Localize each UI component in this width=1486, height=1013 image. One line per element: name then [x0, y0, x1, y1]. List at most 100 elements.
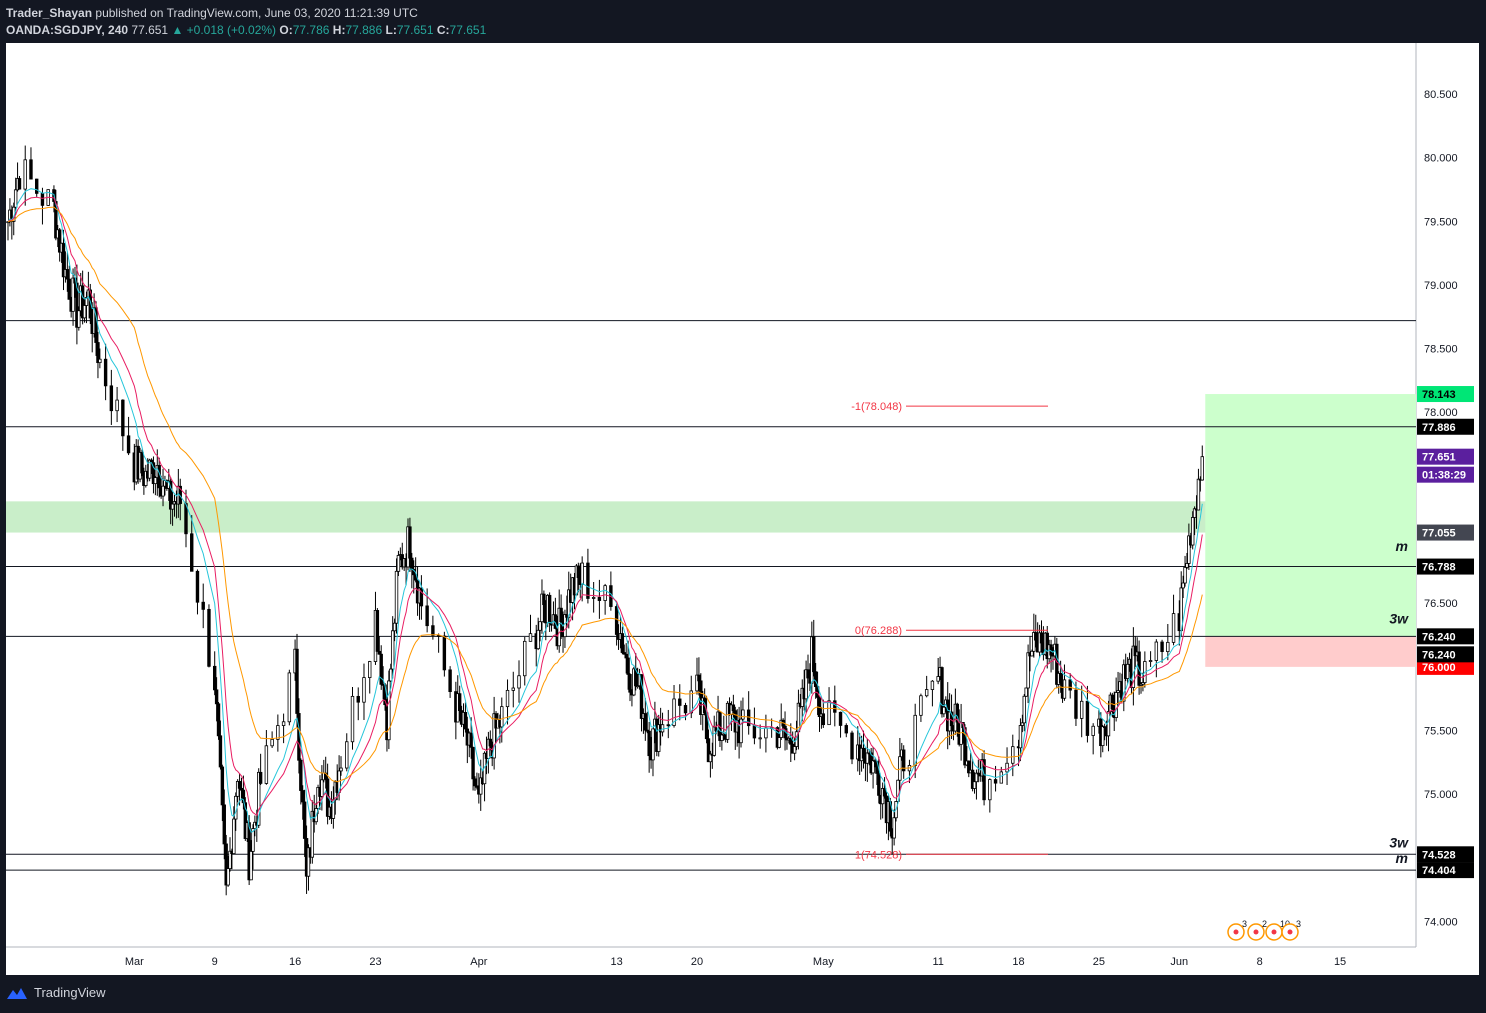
candle-body [1026, 652, 1030, 689]
symbol-label[interactable]: OANDA:SGDJPY, 240 [6, 23, 129, 37]
candle-body [517, 675, 521, 689]
candle-body [224, 843, 228, 886]
candle-body [844, 725, 848, 734]
candle-body [88, 289, 92, 319]
wave-label: m [1396, 538, 1408, 554]
candle-body [936, 676, 940, 682]
candle-body [970, 769, 975, 789]
candle-body [232, 818, 236, 855]
price-tag [1417, 418, 1474, 435]
price-tag-label: 77.055 [1422, 528, 1456, 540]
close-value: 77.651 [449, 23, 487, 37]
candle-body [1185, 563, 1189, 568]
y-tick-label: 79.000 [1424, 280, 1458, 292]
candle-body [389, 668, 393, 682]
y-tick-label: 75.000 [1424, 789, 1458, 801]
countdown-tag [1417, 466, 1474, 483]
candle-body [972, 781, 977, 789]
candle-body [651, 728, 655, 761]
fib-label: -1(78.048) [851, 401, 902, 413]
candle-body [1125, 663, 1130, 679]
candle-body [264, 745, 269, 784]
candle-body [999, 771, 1004, 784]
candle-body [1062, 679, 1067, 699]
chart-panel[interactable]: 74.000 75.000 75.500 76.500 78.000 78.500 79.0… [6, 43, 1479, 975]
candle-body [57, 229, 62, 253]
candle-body [752, 725, 757, 739]
x-tick-label: 11 [932, 956, 943, 968]
candle-body [635, 685, 640, 688]
candle-body [1181, 582, 1185, 589]
candle-body [306, 847, 311, 877]
x-tick-label: 20 [691, 956, 703, 968]
publisher-name[interactable]: Trader_Shayan [6, 6, 93, 20]
candle-body [511, 687, 515, 691]
candle-body [758, 737, 762, 740]
candle-body [576, 565, 581, 578]
candle-body [392, 622, 397, 632]
candle-body [96, 342, 100, 364]
candle-body [473, 778, 477, 787]
candle-body [1101, 726, 1105, 747]
brand-label[interactable]: TradingView [34, 985, 106, 1000]
candle-body [1032, 632, 1036, 652]
event-count: 3 [1242, 919, 1247, 929]
x-tick-label: Jun [1170, 956, 1188, 968]
candle-body [1166, 641, 1170, 653]
candle-body [419, 587, 424, 607]
candle-body [320, 779, 324, 797]
candle-body [982, 759, 986, 801]
price-tag-label: 76.000 [1422, 662, 1456, 674]
event-count: 3 [1296, 919, 1301, 929]
candle-body [683, 705, 688, 714]
x-tick-label: May [813, 956, 834, 968]
price-tag-label: 76.240 [1422, 649, 1456, 661]
open-value: 77.786 [292, 23, 330, 37]
candle-body [281, 721, 286, 726]
candle-body [833, 700, 837, 713]
candle-body [542, 593, 546, 606]
candle-body [201, 601, 205, 610]
candle-body [80, 285, 85, 319]
candle-body [431, 625, 435, 636]
candle-body [287, 672, 292, 723]
candle-body [65, 269, 70, 280]
candle-body [61, 242, 66, 278]
y-tick-label: 80.000 [1424, 153, 1458, 165]
candle-body [1131, 645, 1136, 688]
price-tag-label: 77.651 [1422, 452, 1456, 464]
candle-body [1011, 746, 1015, 764]
candle-body [1183, 566, 1187, 584]
candle-body [1114, 692, 1118, 718]
candle-body [457, 693, 462, 711]
tradingview-logo-icon[interactable] [6, 986, 28, 1000]
x-tick-label: 25 [1093, 956, 1105, 968]
price-tag [1417, 448, 1474, 465]
candle-body [792, 746, 797, 754]
candle-body [708, 753, 713, 763]
x-tick-label: Mar [125, 956, 144, 968]
candle-body [1122, 664, 1126, 702]
candle-body [586, 562, 590, 599]
candle-body [1141, 682, 1145, 685]
ohlc-line: OANDA:SGDJPY, 240 77.651 ▲ +0.018 (+0.02… [6, 23, 486, 37]
close-label: C: [436, 23, 450, 37]
candle-body [913, 714, 917, 766]
published-text: published on TradingView.com, June 03, 2… [95, 6, 418, 20]
price-tag-label: 74.528 [1422, 849, 1456, 861]
candle-body [212, 665, 217, 691]
candle-body [98, 358, 102, 364]
price-chart[interactable]: 74.000 75.000 75.500 76.500 78.000 78.500 79.0… [6, 43, 1479, 975]
candle-body [235, 781, 240, 797]
candle-body [1116, 690, 1120, 693]
candle-body [302, 801, 307, 839]
candle-body [924, 689, 929, 697]
candle-body [1154, 641, 1159, 661]
y-tick-label: 75.500 [1424, 726, 1458, 738]
candle-body [239, 787, 244, 791]
candle-body [214, 689, 219, 705]
candle-body [597, 597, 602, 601]
candle-body [827, 700, 831, 726]
candle-body [942, 706, 946, 715]
candle-body [1187, 535, 1191, 564]
